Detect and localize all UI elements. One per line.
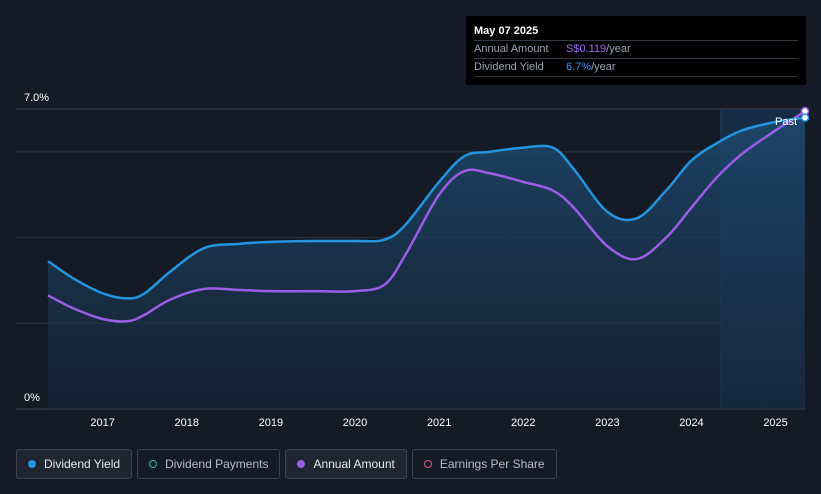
legend-earnings-per-share[interactable]: Earnings Per Share	[411, 449, 557, 479]
tooltip-row-annual-amount: Annual Amount S$0.119 /year	[474, 40, 798, 58]
dividend-yield-line	[47, 116, 806, 300]
x-tick-label: 2017	[90, 417, 114, 429]
dividend-yield-end-point	[800, 113, 810, 122]
x-tick-label: 2023	[595, 417, 619, 429]
annual-amount-line	[47, 110, 806, 323]
y-tick-label: 0%	[24, 392, 40, 404]
tooltip-date: May 07 2025	[474, 25, 539, 37]
past-label: Past	[775, 116, 797, 128]
dividend-yield-area	[48, 117, 805, 410]
hover-tooltip: May 07 2025 Annual Amount S$0.119 /year …	[466, 16, 806, 85]
tooltip-value: S$0.119	[566, 43, 607, 55]
legend-marker-icon	[423, 460, 432, 468]
legend-annual-amount[interactable]: Annual Amount	[285, 449, 407, 479]
x-tick-label: 2021	[427, 417, 451, 429]
tooltip-unit: /year	[591, 61, 616, 73]
x-tick-label: 2018	[175, 417, 199, 429]
tooltip-label: Annual Amount	[474, 43, 549, 55]
legend-marker-icon	[149, 460, 158, 468]
legend-dividend-yield[interactable]: Dividend Yield	[16, 449, 133, 479]
legend-label: Earnings Per Share	[439, 457, 545, 471]
legend-label: Dividend Yield	[44, 457, 121, 471]
x-tick-label: 2025	[763, 417, 787, 429]
legend-dividend-payments[interactable]: Dividend Payments	[137, 449, 281, 479]
tooltip-label: Dividend Yield	[474, 61, 544, 73]
tooltip-value: 6.7%	[566, 61, 592, 73]
chart-legend: Dividend Yield Dividend Payments Annual …	[16, 449, 557, 479]
legend-label: Annual Amount	[313, 457, 395, 471]
y-tick-label: 7.0%	[24, 92, 49, 104]
tooltip-row-dividend-yield: Dividend Yield 6.7% /year	[474, 58, 798, 77]
legend-marker-icon	[297, 460, 306, 468]
tooltip-unit: /year	[606, 43, 631, 55]
x-tick-label: 2022	[511, 417, 535, 429]
x-tick-label: 2020	[343, 417, 367, 429]
x-tick-label: 2019	[259, 417, 283, 429]
legend-marker-icon	[28, 460, 36, 468]
x-tick-label: 2024	[679, 417, 703, 429]
legend-label: Dividend Payments	[165, 457, 269, 471]
